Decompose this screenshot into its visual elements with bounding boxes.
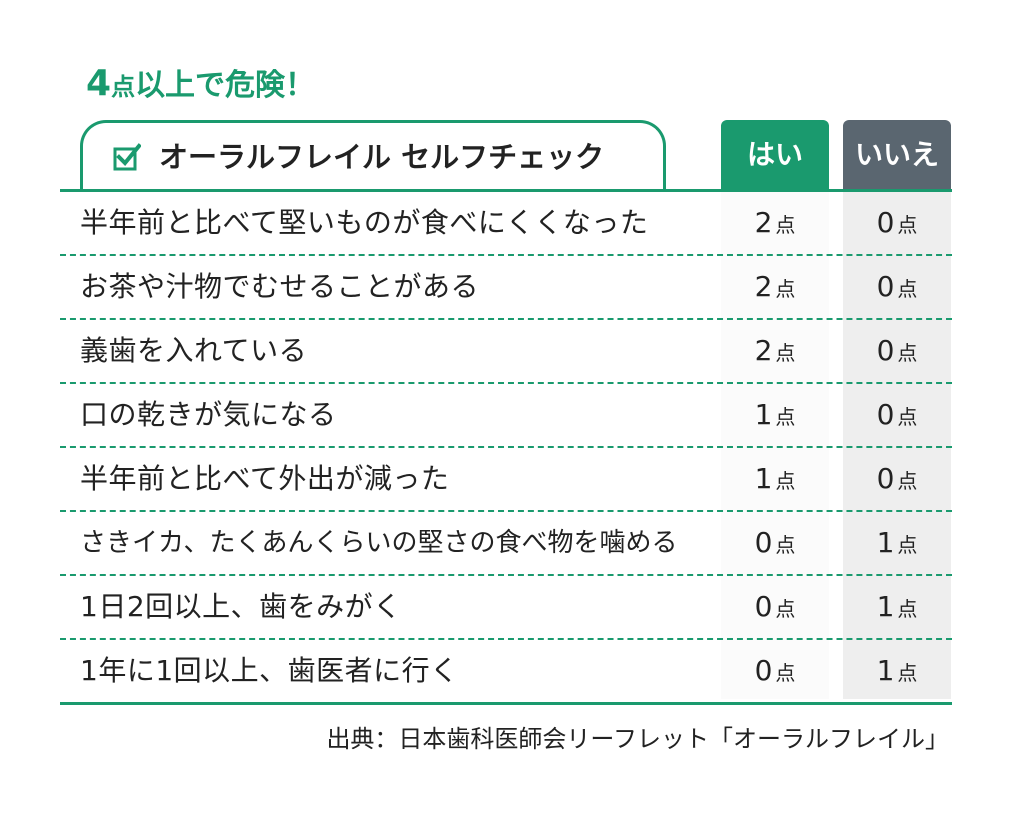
- point-unit: 点: [775, 661, 796, 685]
- question-text: 1日2回以上、歯をみがく: [80, 590, 402, 623]
- point-unit: 点: [775, 597, 796, 621]
- yes-score-value: 0: [754, 526, 773, 559]
- question-text: 半年前と比べて堅いものが食べにくくなった: [80, 206, 649, 239]
- yes-score-value: 1: [754, 462, 773, 495]
- point-unit: 点: [897, 213, 918, 237]
- risk-threshold-heading: 4点以上で危険！: [86, 64, 315, 107]
- no-score-value: 0: [876, 462, 895, 495]
- question-text: さきイカ、たくあんくらいの堅さの食べ物を噛める: [80, 528, 678, 558]
- checklist-title-tab: オーラルフレイル セルフチェック: [80, 120, 666, 192]
- point-unit: 点: [897, 341, 918, 365]
- no-score-value: 0: [876, 270, 895, 303]
- question-text: 1年に1回以上、歯医者に行く: [80, 654, 459, 687]
- point-unit: 点: [775, 277, 796, 301]
- yes-score-value: 0: [754, 590, 773, 623]
- column-header-yes: はい: [721, 120, 829, 190]
- question-text: 口の乾きが気になる: [80, 398, 337, 431]
- point-unit: 点: [897, 661, 918, 685]
- source-citation: 出典：日本歯科医師会リーフレット「オーラルフレイル」: [326, 725, 949, 753]
- no-score-value: 0: [876, 334, 895, 367]
- question-text: お茶や汁物でむせることがある: [80, 270, 480, 303]
- no-score-value: 1: [876, 590, 895, 623]
- yes-score-value: 0: [754, 654, 773, 687]
- table-top-rule: [60, 189, 952, 192]
- point-unit: 点: [897, 277, 918, 301]
- threshold-text: 以上で危険！: [135, 68, 316, 103]
- no-score-value: 0: [876, 206, 895, 239]
- point-unit: 点: [775, 405, 796, 429]
- question-text: 義歯を入れている: [80, 334, 308, 367]
- point-unit: 点: [897, 597, 918, 621]
- point-unit: 点: [775, 341, 796, 365]
- column-header-no: いいえ: [843, 120, 951, 190]
- no-score-value: 0: [876, 398, 895, 431]
- no-score-value: 1: [876, 526, 895, 559]
- point-unit: 点: [897, 405, 918, 429]
- checkbox-check-icon: [113, 143, 141, 171]
- point-unit: 点: [897, 469, 918, 493]
- yes-score-value: 2: [754, 206, 773, 239]
- yes-score-value: 2: [754, 334, 773, 367]
- point-unit: 点: [775, 469, 796, 493]
- checklist-title: オーラルフレイル セルフチェック: [159, 140, 605, 174]
- threshold-unit: 点: [111, 73, 136, 101]
- point-unit: 点: [897, 533, 918, 557]
- point-unit: 点: [775, 533, 796, 557]
- no-score-value: 1: [876, 654, 895, 687]
- question-text: 半年前と比べて外出が減った: [80, 462, 450, 495]
- point-unit: 点: [775, 213, 796, 237]
- yes-column-background: [721, 192, 829, 699]
- yes-score-value: 2: [754, 270, 773, 303]
- no-column-background: [843, 192, 951, 699]
- threshold-number: 4: [86, 63, 112, 104]
- yes-score-value: 1: [754, 398, 773, 431]
